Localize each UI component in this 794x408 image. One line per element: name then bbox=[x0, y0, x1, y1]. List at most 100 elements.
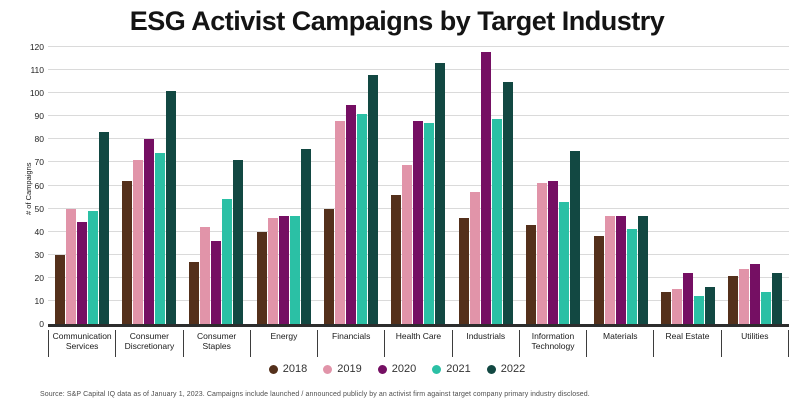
bar bbox=[704, 287, 715, 324]
bar-group bbox=[48, 50, 115, 324]
x-axis-category-strip: Communication Services Consumer Discretio… bbox=[48, 330, 789, 357]
category-label: Consumer Staples bbox=[184, 330, 251, 357]
bar-group bbox=[452, 50, 519, 324]
bar bbox=[424, 123, 435, 324]
source-note: Source: S&P Capital IQ data as of Januar… bbox=[40, 391, 590, 398]
bar bbox=[548, 180, 559, 324]
bar bbox=[346, 104, 357, 324]
legend-swatch-icon bbox=[486, 364, 496, 374]
gridline bbox=[48, 46, 789, 47]
bar bbox=[289, 215, 300, 324]
bar bbox=[480, 51, 491, 324]
bar bbox=[537, 183, 548, 324]
bar-group bbox=[722, 50, 789, 324]
y-tick-label: 120 bbox=[29, 42, 44, 52]
gridline bbox=[48, 69, 789, 71]
legend-swatch-icon bbox=[323, 364, 333, 374]
y-tick-label: 100 bbox=[29, 88, 44, 99]
bar bbox=[728, 275, 739, 324]
bar bbox=[189, 261, 200, 324]
bar bbox=[222, 199, 233, 324]
bar bbox=[133, 160, 144, 324]
bar bbox=[693, 296, 704, 324]
bar bbox=[402, 164, 413, 324]
bar bbox=[155, 153, 166, 324]
bar bbox=[300, 148, 311, 324]
category-label: Utilities bbox=[722, 330, 789, 357]
bar bbox=[166, 90, 177, 324]
y-tick-label: 40 bbox=[34, 226, 44, 237]
y-tick-label: 80 bbox=[34, 134, 44, 145]
bar bbox=[615, 215, 626, 324]
bar-group bbox=[250, 50, 317, 324]
bar bbox=[502, 81, 513, 324]
category-label: Financials bbox=[318, 330, 386, 357]
gridline bbox=[48, 115, 789, 117]
bar bbox=[391, 194, 402, 324]
bar bbox=[458, 217, 469, 324]
bar bbox=[76, 222, 87, 324]
bar bbox=[87, 210, 98, 324]
legend-swatch-icon bbox=[268, 364, 278, 374]
legend-item: 2018 bbox=[268, 363, 308, 375]
bar bbox=[413, 120, 424, 324]
bar bbox=[144, 139, 155, 324]
y-tick-label: 10 bbox=[34, 295, 44, 306]
bar bbox=[200, 227, 211, 324]
bar-group bbox=[183, 50, 250, 324]
legend-label: 2020 bbox=[391, 363, 417, 375]
category-label: Energy bbox=[251, 330, 319, 357]
bar-groups bbox=[48, 50, 789, 324]
bar bbox=[660, 291, 671, 324]
y-tick-label: 30 bbox=[34, 249, 44, 260]
bar bbox=[671, 289, 682, 324]
legend-label: 2018 bbox=[282, 363, 308, 375]
bar bbox=[368, 74, 379, 324]
y-tick-label: 20 bbox=[34, 272, 44, 283]
bar bbox=[604, 215, 615, 324]
legend: 2018 2019 2020 2021 2022 bbox=[0, 363, 794, 375]
chart-title: ESG Activist Campaigns by Target Industr… bbox=[129, 6, 665, 36]
bar bbox=[267, 217, 278, 324]
bar bbox=[761, 291, 772, 324]
bar-group bbox=[115, 50, 182, 324]
bar bbox=[750, 263, 761, 324]
bar bbox=[233, 160, 244, 324]
plot-area: 0 10 20 30 40 50 60 70 80 90 100 110 120 bbox=[30, 42, 789, 329]
bar bbox=[739, 268, 750, 324]
bar-group bbox=[520, 50, 587, 324]
bar bbox=[256, 231, 267, 324]
bar bbox=[559, 201, 570, 324]
bar bbox=[278, 215, 289, 324]
bar bbox=[637, 215, 648, 324]
bar bbox=[65, 208, 76, 324]
bar bbox=[526, 224, 537, 324]
y-tick-label: 70 bbox=[34, 157, 44, 168]
bar bbox=[682, 273, 693, 324]
legend-item: 2022 bbox=[486, 363, 525, 375]
bar bbox=[626, 229, 637, 324]
y-tick-label: 60 bbox=[34, 180, 44, 191]
bar bbox=[211, 240, 222, 324]
legend-item: 2019 bbox=[323, 363, 362, 375]
bar bbox=[570, 150, 581, 324]
category-label: Information Technology bbox=[520, 330, 588, 357]
category-label: Communication Services bbox=[49, 330, 117, 357]
legend-item: 2020 bbox=[377, 363, 417, 375]
bar bbox=[98, 132, 109, 324]
bar bbox=[435, 63, 446, 324]
bar bbox=[54, 254, 65, 324]
gridline bbox=[48, 92, 789, 94]
legend-item: 2021 bbox=[432, 363, 471, 375]
category-label: Health Care bbox=[385, 330, 453, 357]
y-tick-label: 50 bbox=[34, 203, 44, 214]
bar bbox=[122, 180, 133, 324]
bar bbox=[335, 120, 346, 324]
category-label: Industrials bbox=[453, 330, 520, 357]
category-label: Consumer Discretionary bbox=[116, 330, 184, 357]
bar bbox=[469, 192, 480, 324]
bar-group bbox=[385, 50, 452, 324]
legend-swatch-icon bbox=[377, 364, 387, 374]
bar bbox=[324, 208, 335, 324]
